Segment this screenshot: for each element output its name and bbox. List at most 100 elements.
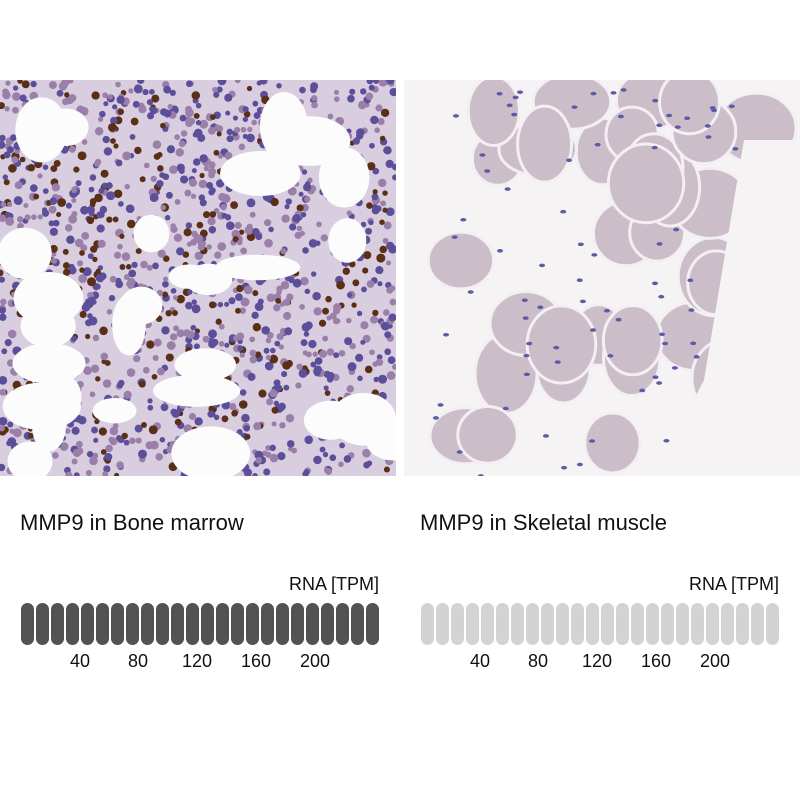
cell-nucleus	[379, 135, 386, 142]
cell-nucleus	[537, 305, 544, 310]
cell-nucleus	[65, 202, 72, 209]
cell-nucleus	[151, 94, 160, 103]
cell-nucleus	[94, 193, 103, 203]
cell-nucleus	[21, 80, 30, 89]
cell-nucleus	[209, 211, 217, 218]
cell-nucleus	[51, 183, 61, 192]
cell-nucleus	[240, 126, 247, 133]
cell-nucleus	[149, 193, 159, 203]
cell-nucleus	[375, 358, 384, 366]
cell-nucleus	[65, 471, 73, 476]
cell-nucleus	[385, 260, 392, 266]
cell-nucleus	[284, 204, 290, 210]
cell-nucleus	[360, 321, 369, 330]
cell-nucleus	[134, 424, 143, 433]
cell-nucleus	[378, 374, 388, 384]
cell-nucleus	[216, 131, 222, 137]
cell-nucleus	[271, 421, 277, 427]
cell-nucleus	[109, 426, 119, 436]
cell-nucleus	[577, 242, 584, 247]
cell-nucleus	[352, 279, 360, 287]
cell-nucleus	[379, 245, 387, 254]
cell-nucleus	[199, 229, 208, 238]
cell-nucleus	[190, 193, 197, 199]
cell-nucleus	[361, 286, 367, 293]
cell-nucleus	[233, 335, 240, 342]
cell-nucleus	[79, 106, 89, 116]
cell-nucleus	[208, 189, 215, 196]
cell-nucleus	[322, 307, 329, 315]
cell-nucleus	[119, 264, 126, 270]
cell-nucleus	[157, 367, 165, 376]
cell-nucleus	[298, 191, 304, 197]
cell-nucleus	[265, 445, 271, 451]
cell-nucleus	[103, 465, 111, 473]
cell-nucleus	[239, 389, 247, 396]
cell-nucleus	[232, 236, 239, 243]
cell-nucleus	[502, 406, 509, 411]
cell-nucleus	[255, 457, 262, 464]
cell-nucleus	[244, 225, 254, 235]
rna-bar-segment	[201, 603, 214, 645]
cell-nucleus	[253, 112, 261, 119]
cell-nucleus	[105, 444, 113, 453]
cell-nucleus	[93, 160, 101, 167]
cell-nucleus	[377, 118, 385, 125]
cell-nucleus	[196, 221, 204, 229]
cell-nucleus	[224, 301, 230, 307]
cell-nucleus	[276, 83, 282, 89]
cell-nucleus	[217, 301, 224, 308]
cell-nucleus	[523, 353, 530, 358]
cell-nucleus	[87, 253, 94, 260]
rna-bar-segment	[126, 603, 139, 645]
cell-nucleus	[269, 389, 278, 398]
cell-nucleus	[171, 409, 181, 418]
muscle-fiber	[658, 80, 721, 136]
cell-nucleus	[366, 80, 374, 85]
cell-nucleus	[282, 298, 291, 306]
cell-nucleus	[237, 338, 243, 345]
cell-nucleus	[651, 145, 658, 150]
cell-nucleus	[23, 202, 29, 208]
cell-nucleus	[89, 174, 97, 181]
cell-nucleus	[6, 440, 12, 447]
cell-nucleus	[70, 335, 77, 342]
cell-nucleus	[135, 248, 142, 255]
cell-nucleus	[99, 205, 108, 214]
cell-nucleus	[264, 238, 273, 248]
cell-nucleus	[140, 260, 148, 269]
cell-nucleus	[75, 440, 83, 448]
cell-nucleus	[281, 371, 288, 378]
cell-nucleus	[180, 130, 188, 137]
cell-nucleus	[146, 99, 154, 106]
cell-nucleus	[37, 173, 43, 179]
cell-nucleus	[194, 234, 204, 244]
cell-nucleus	[656, 381, 663, 385]
cell-nucleus	[333, 352, 340, 359]
cell-nucleus	[188, 178, 198, 187]
cell-nucleus	[300, 276, 309, 286]
cell-nucleus	[148, 89, 155, 95]
cell-nucleus	[0, 269, 4, 277]
cell-nucleus	[0, 134, 6, 142]
cell-nucleus	[95, 273, 105, 283]
cell-nucleus	[94, 418, 100, 425]
cell-nucleus	[98, 427, 107, 436]
cell-nucleus	[378, 178, 387, 188]
cell-nucleus	[82, 267, 92, 277]
cell-nucleus	[615, 317, 622, 322]
cell-nucleus	[235, 293, 243, 302]
cell-nucleus	[107, 122, 117, 132]
cell-nucleus	[156, 180, 164, 188]
cell-nucleus	[159, 172, 166, 179]
cell-nucleus	[369, 349, 375, 356]
cell-nucleus	[169, 333, 178, 341]
cell-nucleus	[106, 216, 113, 223]
cell-nucleus	[160, 122, 166, 129]
cell-nucleus	[432, 416, 439, 420]
cell-nucleus	[142, 366, 150, 374]
cell-nucleus	[258, 389, 267, 398]
cell-nucleus	[375, 265, 384, 275]
cell-nucleus	[152, 140, 162, 149]
cell-nucleus	[66, 235, 75, 245]
